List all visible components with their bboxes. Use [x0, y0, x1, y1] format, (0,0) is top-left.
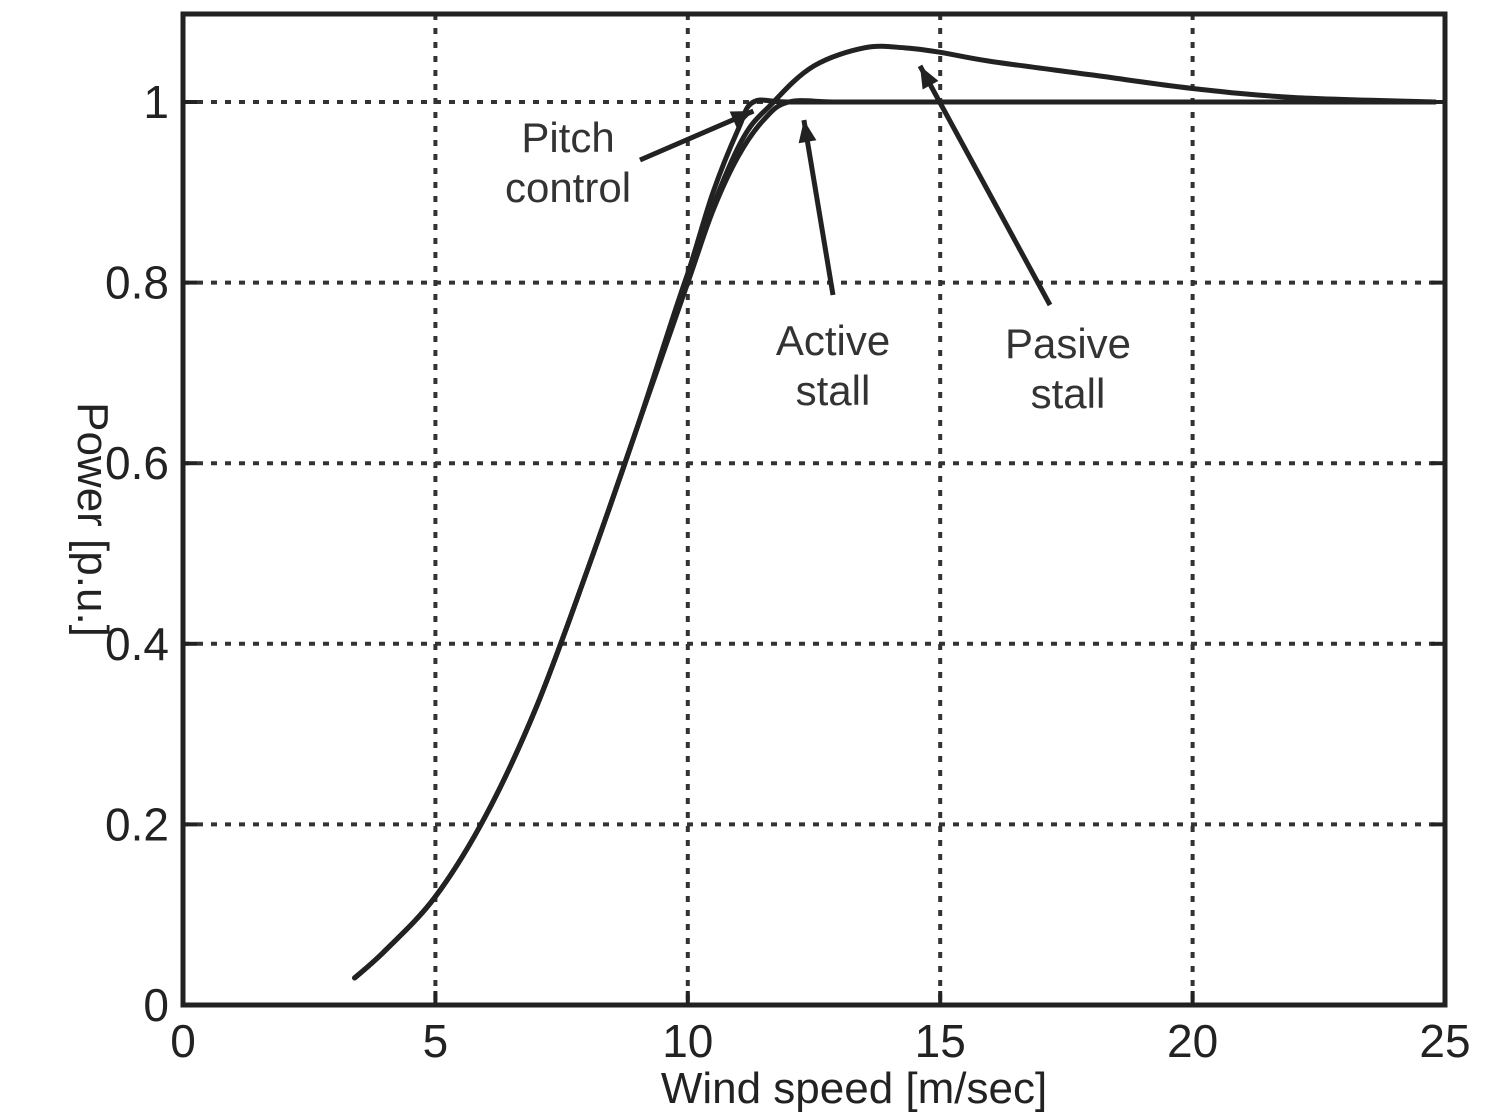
x-axis-title: Wind speed [m/sec]	[661, 1064, 1047, 1113]
annotation-text: Pasive	[1005, 320, 1131, 367]
annotation-arrowhead	[798, 120, 817, 144]
annotation-text: control	[505, 164, 631, 211]
annotation-arrowhead	[729, 111, 754, 129]
x-tick-label: 0	[170, 1015, 196, 1067]
annotation-text: stall	[1031, 370, 1106, 417]
x-tick-label: 25	[1419, 1015, 1470, 1067]
series-passive-stall-line	[352, 43, 1438, 981]
x-tick-label: 10	[662, 1015, 713, 1067]
y-axis-title: Power [p.u.]	[68, 402, 117, 637]
series-pitch-line	[352, 97, 1438, 981]
annotation-text: stall	[796, 367, 871, 414]
y-tick-label: 0	[143, 979, 169, 1031]
plot-frame	[180, 11, 1448, 1008]
series-active-stall-line	[352, 98, 1438, 981]
annotation-text: Pitch	[521, 114, 614, 161]
x-tick-label: 20	[1167, 1015, 1218, 1067]
annotation-arrow	[917, 64, 1053, 307]
x-tick-label: 15	[915, 1015, 966, 1067]
x-tick-label: 5	[423, 1015, 449, 1067]
annotation-arrowhead	[920, 65, 939, 90]
y-tick-label: 0.6	[105, 437, 169, 489]
annotation-arrow	[801, 119, 836, 296]
series-layer	[352, 43, 1438, 981]
annotation-text: Active	[776, 317, 890, 364]
grid-lines	[183, 14, 1445, 1005]
y-tick-label: 0.8	[105, 257, 169, 309]
tick-labels: 0 5 10 15 20 25 0 0.2 0.4 0.6 0.8 1	[105, 76, 1471, 1067]
y-tick-label: 0.4	[105, 618, 169, 670]
y-tick-label: 1	[143, 76, 169, 128]
y-tick-label: 0.2	[105, 798, 169, 850]
